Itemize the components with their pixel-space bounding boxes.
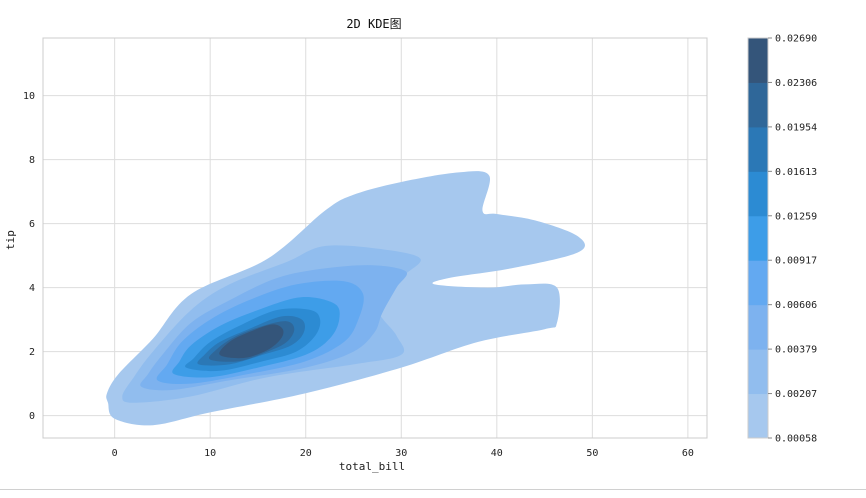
plot-frame: [42, 37, 708, 439]
colorbar-tick-label: 0.01259: [775, 211, 817, 222]
colorbar: 0.00058 0.00207 0.00379 0.00606 0.00917 0.012…: [747, 34, 817, 445]
y-axis-label: tip: [4, 230, 17, 250]
colorbar-tick-label: 0.00379: [775, 345, 817, 356]
contour-level-9: [219, 324, 284, 359]
colorbar-segment: [748, 171, 768, 217]
x-axis-label: total_bill: [339, 460, 405, 473]
colorbar-tick-label: 0.00917: [775, 256, 817, 267]
contour-layer: [106, 171, 585, 426]
x-tick-label: 20: [300, 448, 312, 459]
bottom-divider: [0, 489, 866, 490]
x-tick-label: 60: [682, 448, 694, 459]
y-tick-label: 2: [29, 347, 35, 358]
colorbar-segment: [748, 82, 768, 128]
chart-title: 2D KDE图: [346, 17, 401, 31]
y-tick-label: 8: [29, 155, 35, 166]
x-tick-label: 30: [395, 448, 407, 459]
y-tick-label: 6: [29, 219, 35, 230]
y-axis-ticks: 0 2 4 6 8 10: [23, 91, 35, 422]
colorbar-tick-label: 0.02306: [775, 78, 817, 89]
colorbar-tick-label: 0.00606: [775, 300, 817, 311]
colorbar-tick-label: 0.01954: [775, 122, 817, 133]
x-axis-ticks: 0 10 20 30 40 50 60: [112, 448, 694, 459]
x-tick-label: 0: [112, 448, 118, 459]
x-tick-label: 10: [204, 448, 216, 459]
y-tick-label: 4: [29, 283, 35, 294]
colorbar-frame: [747, 37, 769, 439]
colorbar-tick-label: 0.00058: [775, 434, 817, 445]
colorbar-segment: [748, 38, 768, 83]
colorbar-segment: [748, 126, 768, 172]
y-tick-label: 0: [29, 411, 35, 422]
colorbar-segment: [748, 393, 768, 439]
colorbar-segment: [748, 349, 768, 395]
colorbar-segment: [748, 260, 768, 306]
x-tick-label: 50: [586, 448, 598, 459]
colorbar-segment: [748, 215, 768, 261]
colorbar-tick-label: 0.02690: [775, 34, 817, 45]
y-tick-label: 10: [23, 91, 35, 102]
colorbar-segment: [748, 304, 768, 350]
x-tick-label: 40: [491, 448, 503, 459]
colorbar-tick-label: 0.00207: [775, 389, 817, 400]
colorbar-tick-label: 0.01613: [775, 167, 817, 178]
